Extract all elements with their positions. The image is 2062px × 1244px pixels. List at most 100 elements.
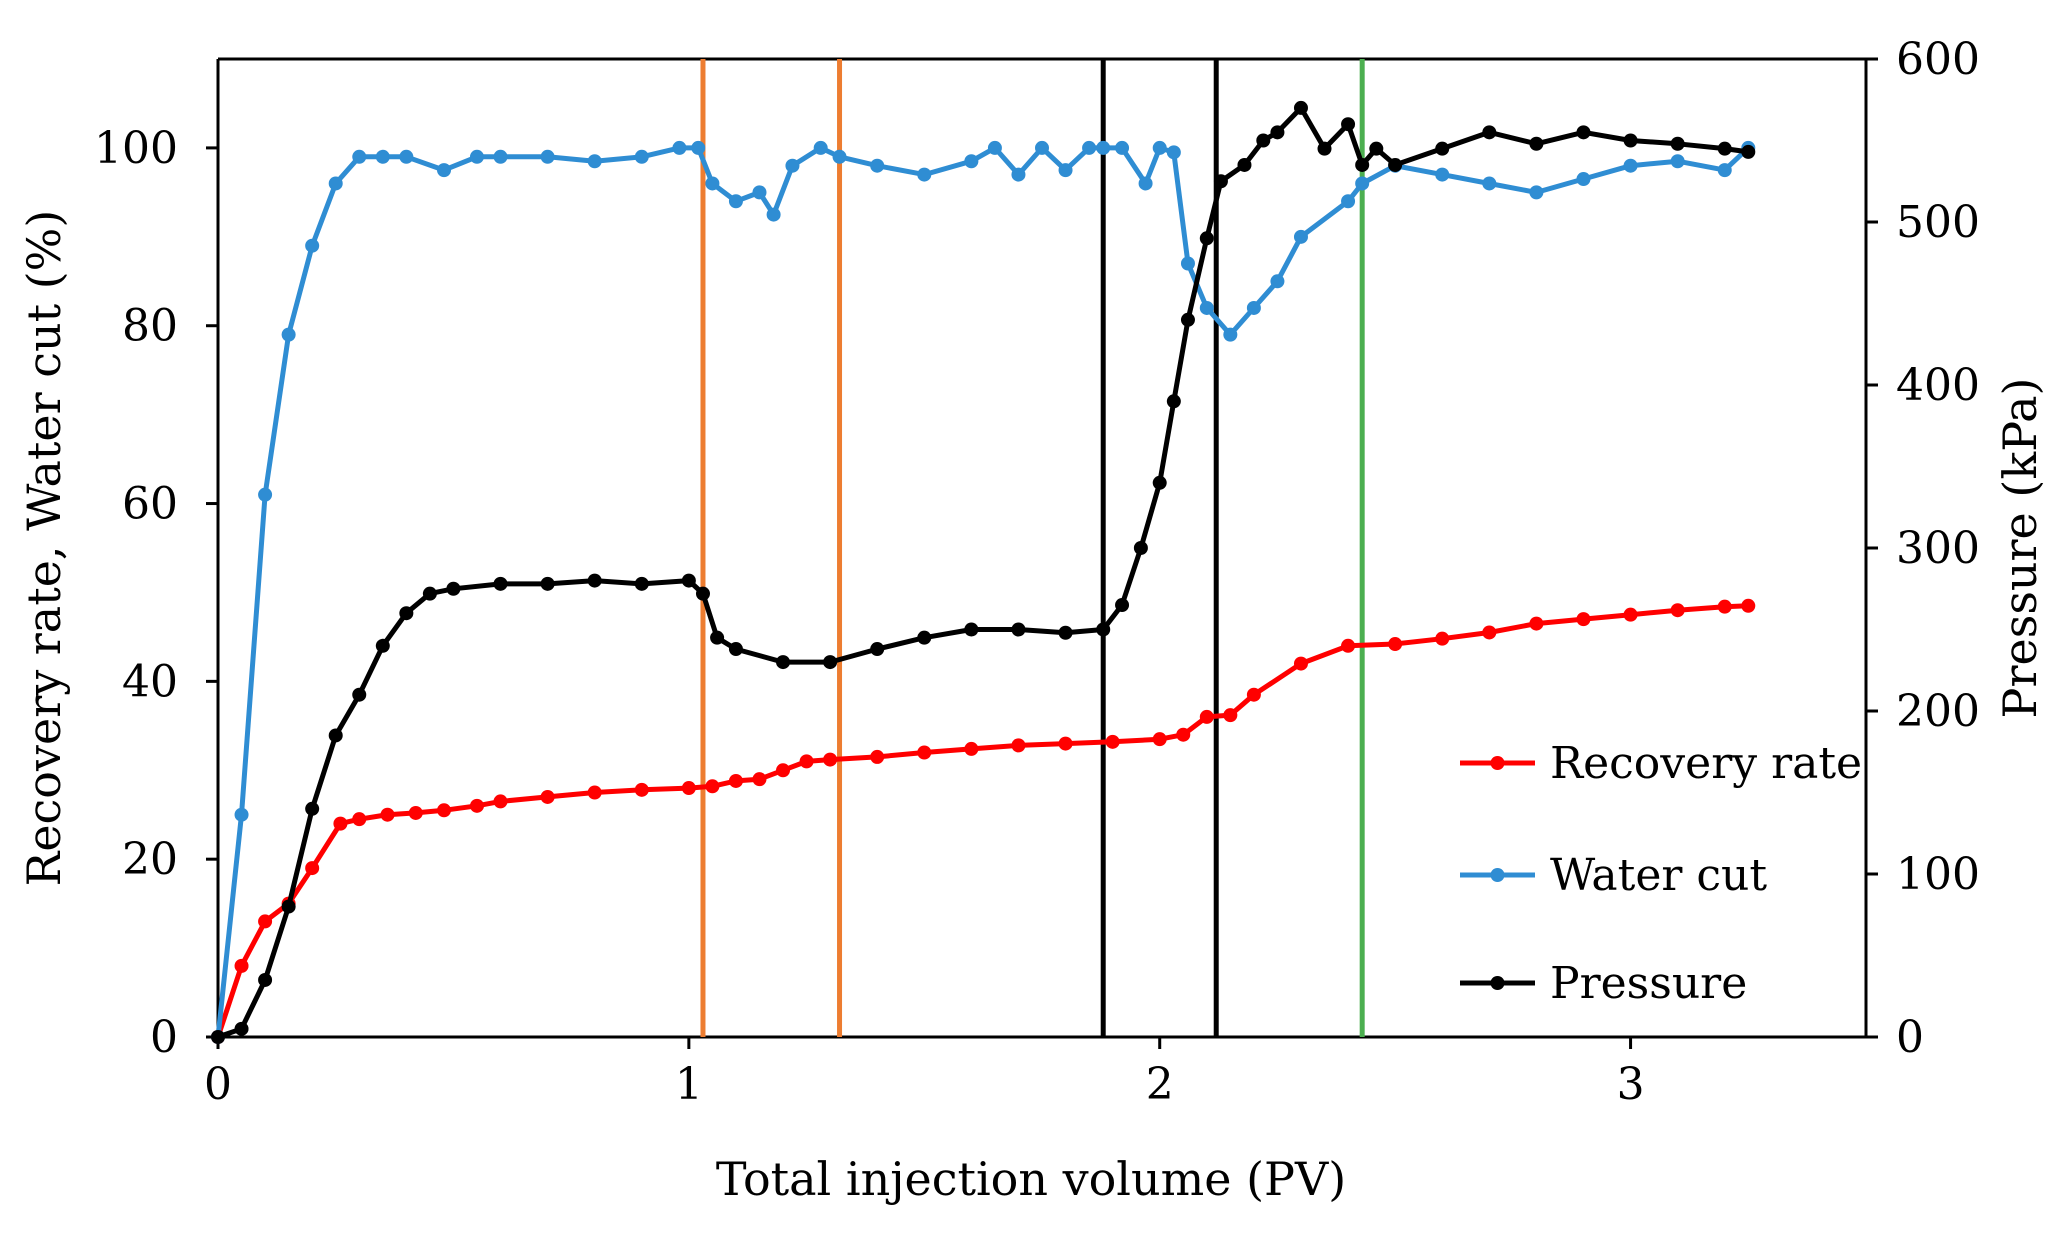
- data-point-pressure: [1096, 622, 1111, 637]
- data-point-water-cut: [399, 149, 414, 164]
- data-point-recovery-rate: [333, 816, 348, 831]
- data-point-pressure: [917, 630, 932, 645]
- data-point-pressure: [964, 622, 979, 637]
- data-series: [211, 100, 1756, 1044]
- data-point-water-cut: [964, 154, 979, 169]
- y-right-tick-label: 400: [1896, 360, 1980, 411]
- legend-swatch-marker: [1490, 756, 1505, 770]
- data-point-pressure: [375, 638, 390, 653]
- data-point-recovery-rate: [258, 914, 273, 929]
- data-point-recovery-rate: [1529, 616, 1544, 631]
- data-point-pressure: [823, 655, 838, 670]
- data-point-pressure: [540, 576, 555, 591]
- data-point-water-cut: [705, 176, 720, 191]
- y-right-tick-label: 200: [1896, 686, 1980, 737]
- series-line-recovery-rate: [215, 603, 1751, 1040]
- data-point-water-cut: [1115, 140, 1130, 155]
- data-point-pressure: [1256, 133, 1271, 148]
- data-point-pressure: [1199, 231, 1214, 246]
- data-point-pressure: [422, 586, 437, 601]
- data-point-pressure: [1576, 125, 1591, 140]
- x-axis-title: Total injection volume (PV): [716, 1152, 1346, 1206]
- data-point-pressure: [1317, 141, 1332, 156]
- data-point-pressure: [352, 687, 367, 702]
- data-point-recovery-rate: [1011, 738, 1026, 753]
- y-left-tick-label: 20: [122, 834, 178, 885]
- data-point-pressure: [446, 581, 461, 596]
- data-point-water-cut: [1223, 327, 1238, 342]
- data-point-pressure: [1115, 598, 1130, 613]
- data-point-water-cut: [917, 167, 932, 182]
- data-point-recovery-rate: [728, 773, 743, 788]
- y-right-axis-title: Pressure (kPa): [1993, 378, 2047, 719]
- data-point-recovery-rate: [705, 779, 720, 794]
- data-point-water-cut: [1293, 229, 1308, 244]
- data-point-pressure: [1741, 144, 1756, 159]
- axis-ticks: 0 1 2 3 0 20 40 60 80 100 0 100 200 300 400 500 600: [94, 34, 1980, 1110]
- data-point-water-cut: [1058, 163, 1073, 178]
- data-point-water-cut: [352, 149, 367, 164]
- data-point-water-cut: [437, 163, 452, 178]
- data-point-pressure: [1166, 394, 1181, 409]
- data-point-recovery-rate: [380, 807, 395, 822]
- data-point-pressure: [1011, 622, 1026, 637]
- data-point-pressure: [1270, 125, 1285, 140]
- data-point-water-cut: [1096, 140, 1111, 155]
- data-point-recovery-rate: [917, 745, 932, 760]
- data-point-recovery-rate: [540, 789, 555, 804]
- data-point-water-cut: [1246, 300, 1261, 315]
- data-point-pressure: [1388, 157, 1403, 172]
- legend-label: Pressure: [1550, 958, 1747, 1009]
- data-point-pressure: [1623, 133, 1638, 148]
- data-point-water-cut: [1482, 176, 1497, 191]
- data-point-water-cut: [1529, 185, 1544, 200]
- data-point-water-cut: [813, 140, 828, 155]
- data-point-pressure: [211, 1030, 225, 1044]
- data-point-water-cut: [1270, 274, 1285, 289]
- data-point-pressure: [776, 655, 791, 670]
- data-point-recovery-rate: [1435, 631, 1450, 646]
- data-point-water-cut: [870, 158, 885, 173]
- series-water-cut: [211, 140, 1756, 1044]
- data-point-recovery-rate: [469, 798, 484, 813]
- data-point-water-cut: [832, 149, 847, 164]
- data-point-recovery-rate: [1293, 656, 1308, 671]
- data-point-water-cut: [305, 238, 320, 253]
- legend-label: Recovery rate: [1550, 738, 1862, 789]
- data-point-water-cut: [469, 149, 484, 164]
- data-point-water-cut: [728, 194, 743, 209]
- y-left-tick-label: 100: [94, 123, 178, 174]
- data-point-pressure: [1670, 136, 1685, 151]
- data-point-pressure: [1213, 174, 1228, 189]
- data-point-pressure: [1341, 117, 1356, 132]
- series-recovery-rate: [211, 598, 1756, 1044]
- data-point-recovery-rate: [1482, 625, 1497, 640]
- data-point-water-cut: [234, 807, 249, 822]
- data-point-recovery-rate: [1388, 637, 1403, 652]
- data-point-water-cut: [1341, 194, 1356, 209]
- data-point-water-cut: [493, 149, 508, 164]
- data-point-water-cut: [375, 149, 390, 164]
- data-point-water-cut: [1152, 140, 1167, 155]
- data-point-recovery-rate: [1199, 709, 1214, 724]
- y-left-axis-title: Recovery rate, Water cut (%): [17, 210, 71, 887]
- data-point-water-cut: [1199, 300, 1214, 315]
- data-point-recovery-rate: [305, 861, 320, 876]
- data-point-pressure: [695, 586, 710, 601]
- data-point-pressure: [1180, 312, 1195, 327]
- data-point-recovery-rate: [1058, 736, 1073, 751]
- y-right-tick-label: 600: [1896, 34, 1980, 85]
- data-point-pressure: [870, 642, 885, 657]
- data-point-recovery-rate: [752, 772, 767, 787]
- data-point-water-cut: [281, 327, 296, 342]
- data-point-water-cut: [1082, 140, 1097, 155]
- data-point-water-cut: [1035, 140, 1049, 155]
- data-point-recovery-rate: [1576, 612, 1591, 627]
- legend-label: Water cut: [1550, 850, 1767, 901]
- legend: Recovery rate Water cut Pressure: [1460, 738, 1862, 1009]
- data-point-recovery-rate: [1223, 708, 1238, 723]
- data-point-water-cut: [1670, 154, 1685, 169]
- y-right-tick-label: 300: [1896, 523, 1980, 574]
- data-point-recovery-rate: [352, 812, 367, 827]
